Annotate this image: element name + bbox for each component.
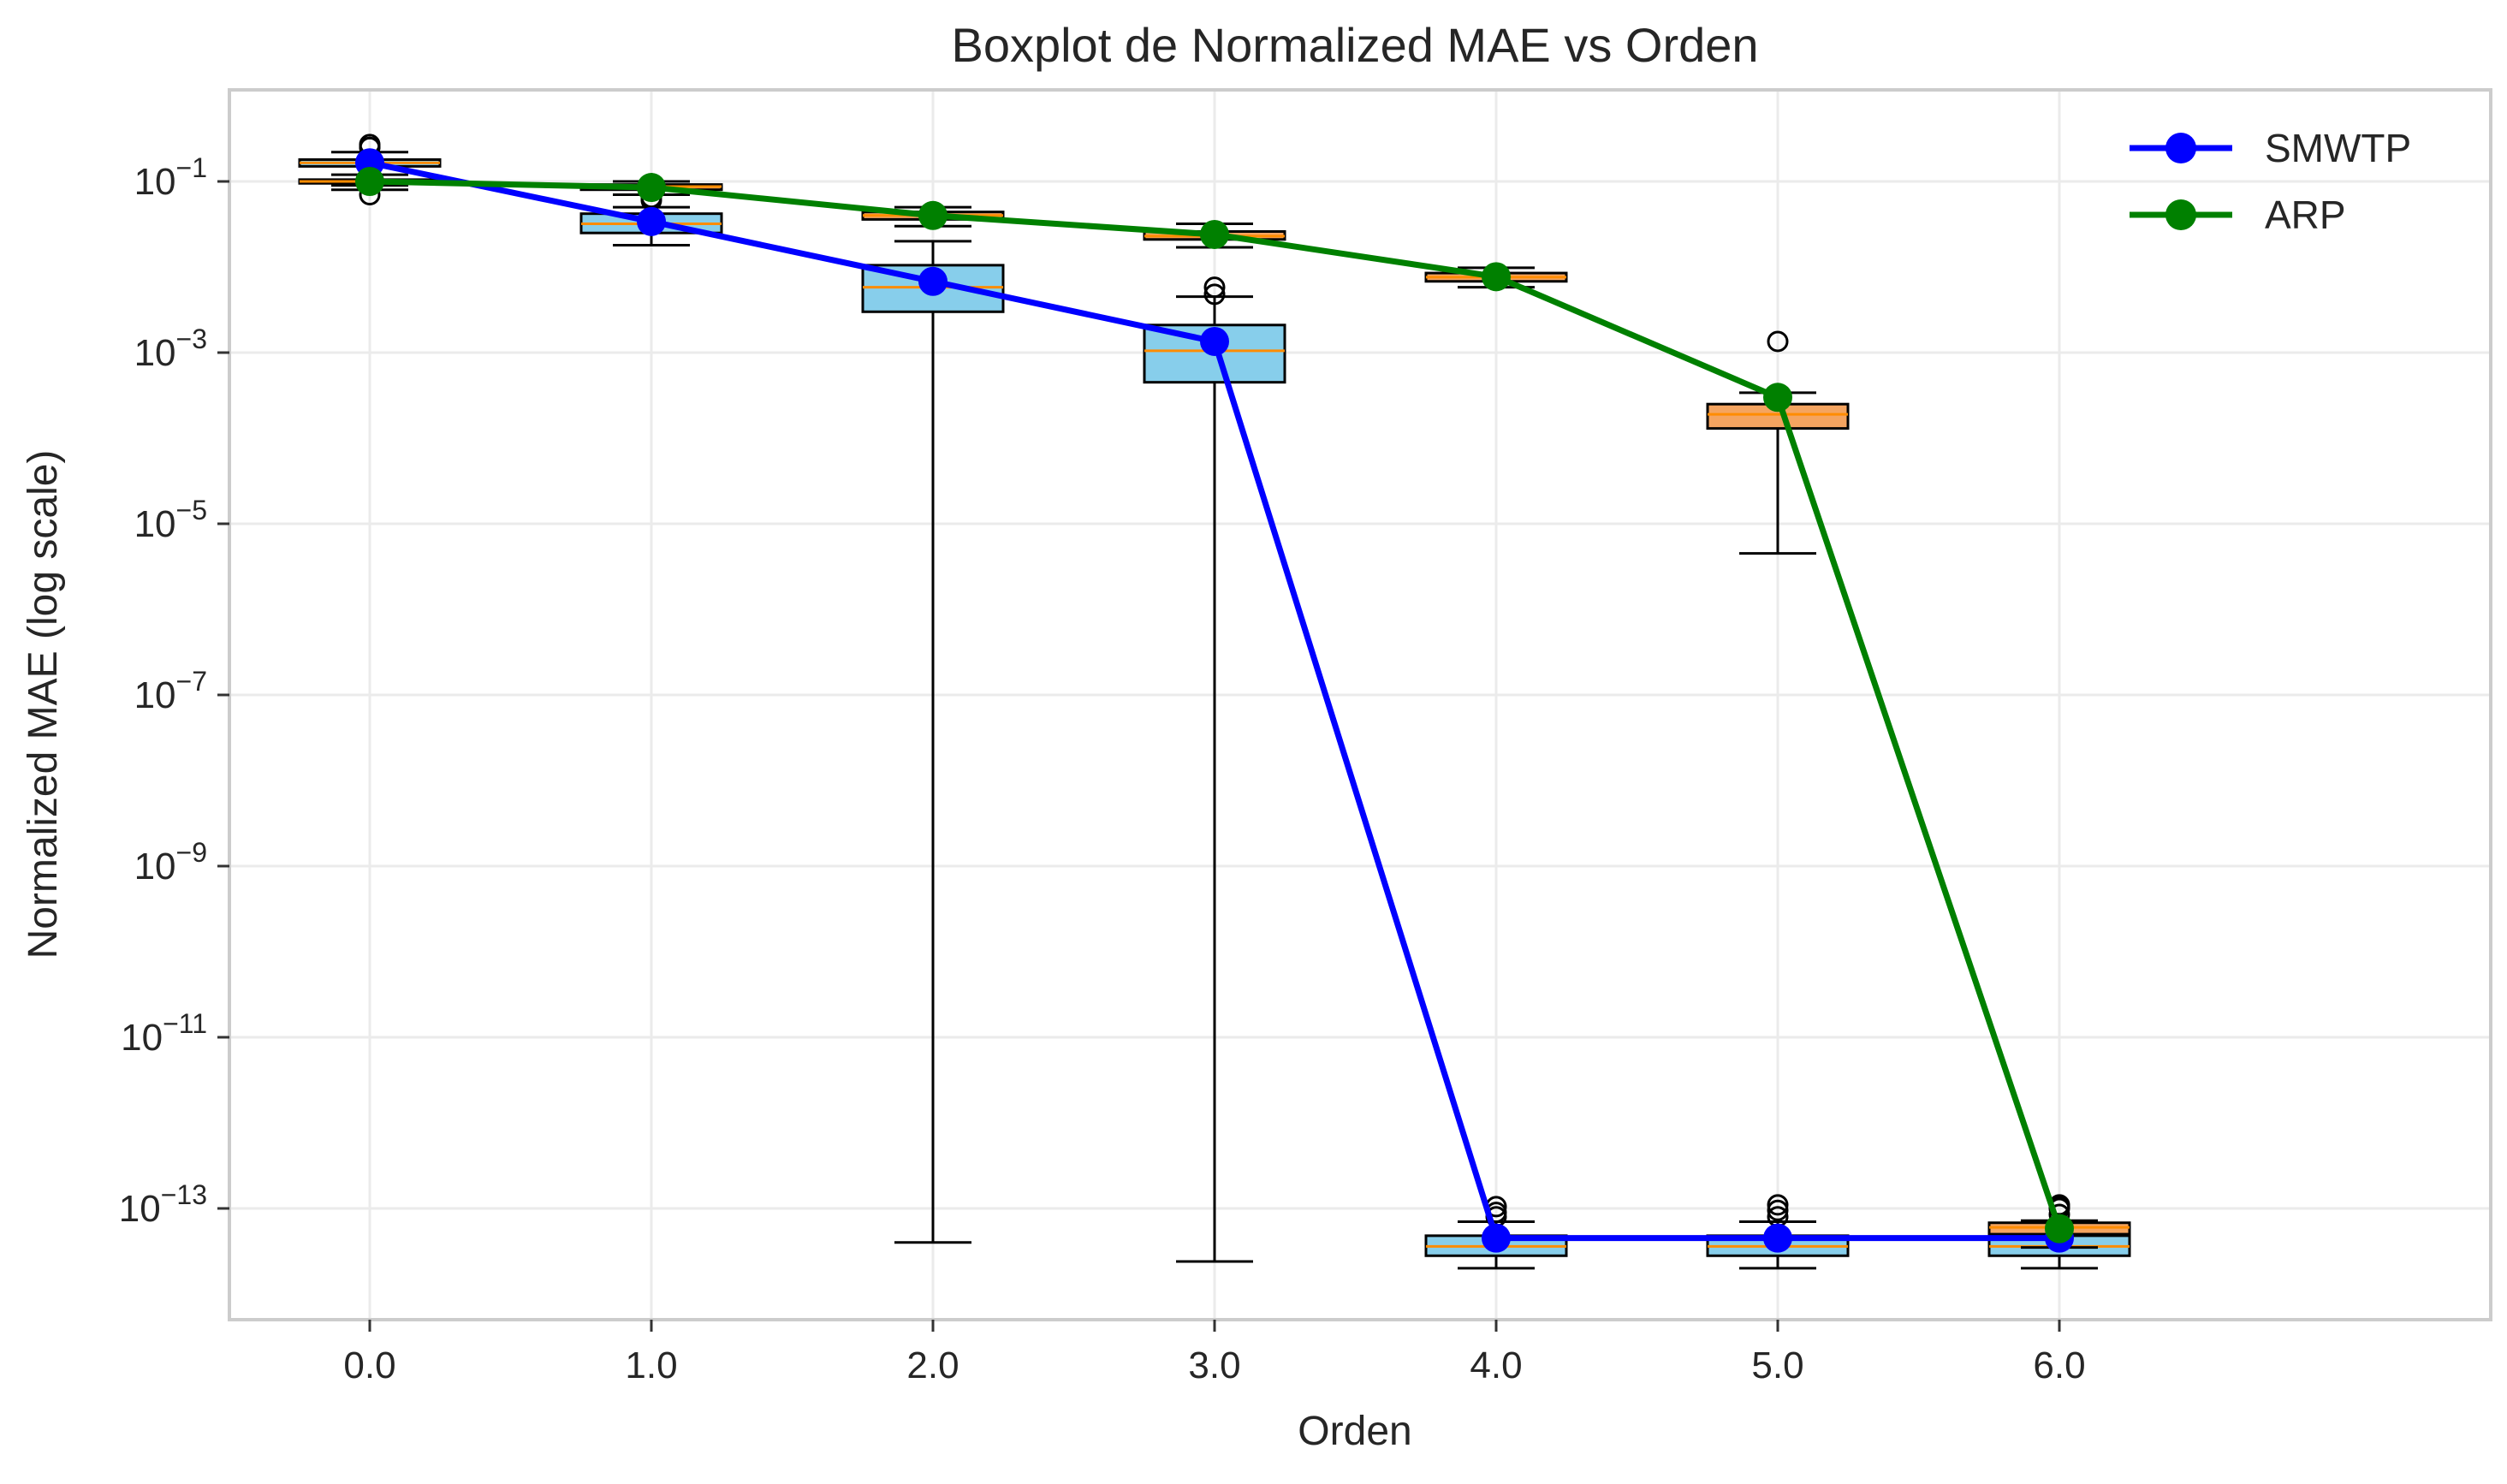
x-tick-label: 1.0 [625, 1345, 677, 1386]
legend: SMWTP ARP [2130, 126, 2411, 237]
y-axis-label: Normalized MAE (log scale) [21, 450, 66, 959]
y-tick-label: 10−11 [121, 1008, 207, 1059]
y-tick-label: 10−3 [134, 324, 207, 374]
series-point-smwtp [1482, 1223, 1511, 1253]
y-tick-label: 10−5 [134, 495, 207, 545]
series-point-arp [2045, 1214, 2074, 1244]
x-tick-label: 6.0 [2033, 1345, 2085, 1386]
x-tick-label: 0.0 [343, 1345, 395, 1386]
legend-label-arp: ARP [2265, 193, 2346, 237]
series-point-smwtp [1763, 1223, 1792, 1253]
box-flier-smwtp [1203, 283, 1226, 306]
box-flier-smwtp [1767, 1199, 1789, 1221]
series-point-smwtp [1200, 326, 1229, 356]
chart-title: Boxplot de Normalized MAE vs Orden [951, 18, 1758, 72]
y-tick-label: 10−1 [134, 152, 207, 203]
series-point-arp [355, 167, 384, 196]
series-point-arp [637, 173, 666, 203]
x-tick-label: 2.0 [906, 1345, 959, 1386]
y-tick-label: 10−7 [134, 666, 207, 716]
series-point-arp [918, 200, 948, 230]
x-tick-label: 4.0 [1470, 1345, 1522, 1386]
x-tick-label: 3.0 [1188, 1345, 1240, 1386]
ticks-layer: 0.0 1.0 2.0 3.0 4.0 5.0 6.0 10−1 10−3 10−5 10−7 10−… [119, 152, 2086, 1386]
series-point-arp [1200, 219, 1229, 249]
box-flier-arp [1767, 330, 1789, 353]
x-tick-label: 5.0 [1751, 1345, 1803, 1386]
plot-area-frame [228, 88, 2492, 1321]
series-point-arp [1763, 383, 1792, 413]
series-point-arp [1482, 262, 1511, 292]
y-tick-label: 10−9 [134, 837, 207, 887]
x-axis-label: Orden [1298, 1409, 1411, 1454]
y-tick-label: 10−13 [119, 1179, 207, 1230]
box-flier-smwtp [1203, 276, 1226, 299]
legend-marker-arp [2165, 199, 2196, 230]
series-point-smwtp [918, 266, 948, 296]
box-flier-smwtp [1767, 1194, 1789, 1216]
series-lines-layer [355, 148, 2074, 1253]
legend-label-smwtp: SMWTP [2265, 126, 2411, 170]
legend-marker-smwtp [2165, 133, 2196, 163]
grid-layer [229, 90, 2491, 1320]
series-point-smwtp [637, 206, 666, 236]
